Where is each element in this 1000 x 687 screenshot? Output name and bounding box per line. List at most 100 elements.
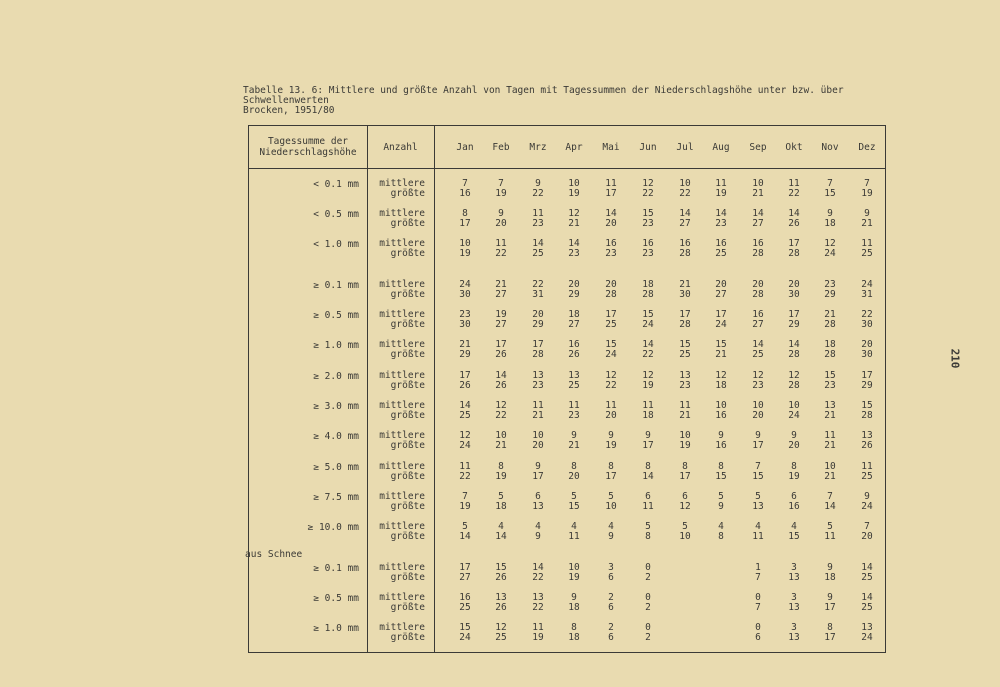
threshold-label: < 0.5 mm	[313, 209, 359, 220]
cell-mittlere: 14	[715, 208, 727, 219]
cell-mittlere: 11	[532, 208, 544, 219]
label-groesste: größte	[390, 439, 425, 451]
cell-groesste: 15	[752, 470, 764, 482]
cell-groesste: 28	[788, 379, 800, 391]
cell-groesste: 26	[495, 601, 507, 613]
cell-mittlere: 17	[605, 309, 617, 320]
cell-mittlere: 16	[679, 238, 691, 249]
cell-groesste: 2	[645, 601, 651, 613]
cell-mittlere: 10	[752, 178, 764, 189]
cell-groesste: 21	[861, 217, 873, 229]
header-threshold: Tagessumme der Niederschlagshöhe	[249, 136, 367, 158]
cell-mittlere: 0	[755, 592, 761, 603]
header-month: Jul	[676, 142, 694, 153]
cell-groesste: 22	[605, 379, 617, 391]
header-month: Aug	[712, 142, 730, 153]
cell-groesste: 25	[752, 348, 764, 360]
label-mittlere: mittlere	[379, 461, 425, 472]
cell-mittlere: 15	[459, 622, 471, 633]
cell-groesste: 28	[824, 348, 836, 360]
cell-groesste: 6	[608, 601, 614, 613]
cell-groesste: 25	[715, 247, 727, 259]
threshold-label: ≥ 2.0 mm	[313, 371, 359, 382]
cell-groesste: 27	[752, 318, 764, 330]
cell-groesste: 18	[824, 217, 836, 229]
cell-mittlere: 13	[824, 400, 836, 411]
cell-groesste: 2	[645, 631, 651, 643]
cell-groesste: 21	[679, 409, 691, 421]
label-mittlere: mittlere	[379, 521, 425, 532]
cell-groesste: 19	[568, 571, 580, 583]
cell-groesste: 13	[788, 571, 800, 583]
cell-groesste: 27	[459, 571, 471, 583]
cell-groesste: 19	[642, 379, 654, 391]
cell-mittlere: 8	[571, 461, 577, 472]
cell-groesste: 2	[645, 571, 651, 583]
cell-groesste: 23	[568, 409, 580, 421]
cell-groesste: 20	[752, 409, 764, 421]
cell-groesste: 19	[788, 470, 800, 482]
caption-line-3: Brocken, 1951/80	[243, 105, 335, 116]
cell-mittlere: 8	[462, 208, 468, 219]
cell-groesste: 24	[459, 439, 471, 451]
cell-mittlere: 10	[752, 400, 764, 411]
cell-mittlere: 12	[642, 370, 654, 381]
threshold-label: ≥ 4.0 mm	[313, 431, 359, 442]
cell-groesste: 27	[495, 318, 507, 330]
cell-groesste: 26	[495, 348, 507, 360]
threshold-label: ≥ 7.5 mm	[313, 492, 359, 503]
cell-mittlere: 10	[568, 178, 580, 189]
cell-mittlere: 6	[645, 491, 651, 502]
cell-groesste: 22	[788, 187, 800, 199]
cell-mittlere: 13	[495, 592, 507, 603]
cell-mittlere: 19	[495, 309, 507, 320]
cell-mittlere: 12	[568, 208, 580, 219]
cell-groesste: 12	[679, 500, 691, 512]
label-mittlere: mittlere	[379, 622, 425, 633]
cell-mittlere: 12	[715, 370, 727, 381]
cell-groesste: 26	[495, 379, 507, 391]
cell-groesste: 23	[715, 217, 727, 229]
cell-mittlere: 11	[532, 400, 544, 411]
label-mittlere: mittlere	[379, 400, 425, 411]
label-groesste: größte	[390, 470, 425, 482]
cell-mittlere: 8	[571, 622, 577, 633]
cell-mittlere: 14	[532, 562, 544, 573]
table-caption: Tabelle 13. 6: Mittlere und größte Anzah…	[243, 86, 844, 116]
cell-mittlere: 3	[791, 562, 797, 573]
cell-mittlere: 9	[827, 592, 833, 603]
cell-groesste: 15	[788, 530, 800, 542]
cell-groesste: 11	[752, 530, 764, 542]
label-groesste: größte	[390, 500, 425, 512]
cell-groesste: 14	[495, 530, 507, 542]
cell-mittlere: 4	[791, 521, 797, 532]
cell-groesste: 30	[788, 288, 800, 300]
cell-mittlere: 9	[571, 592, 577, 603]
cell-mittlere: 13	[568, 370, 580, 381]
cell-groesste: 28	[642, 288, 654, 300]
cell-groesste: 9	[535, 530, 541, 542]
cell-groesste: 23	[532, 379, 544, 391]
cell-groesste: 14	[642, 470, 654, 482]
cell-mittlere: 15	[861, 400, 873, 411]
cell-groesste: 24	[861, 500, 873, 512]
cell-mittlere: 5	[498, 491, 504, 502]
label-mittlere: mittlere	[379, 208, 425, 219]
cell-mittlere: 11	[642, 400, 654, 411]
cell-groesste: 22	[459, 470, 471, 482]
cell-groesste: 9	[718, 500, 724, 512]
cell-mittlere: 12	[788, 370, 800, 381]
cell-groesste: 31	[861, 288, 873, 300]
cell-groesste: 19	[532, 631, 544, 643]
cell-mittlere: 9	[608, 430, 614, 441]
cell-mittlere: 7	[827, 178, 833, 189]
cell-groesste: 25	[861, 571, 873, 583]
threshold-label: ≥ 5.0 mm	[313, 462, 359, 473]
cell-mittlere: 5	[827, 521, 833, 532]
cell-groesste: 15	[824, 187, 836, 199]
cell-groesste: 6	[608, 631, 614, 643]
cell-groesste: 20	[605, 217, 617, 229]
cell-mittlere: 6	[535, 491, 541, 502]
cell-groesste: 19	[495, 187, 507, 199]
cell-mittlere: 7	[755, 461, 761, 472]
